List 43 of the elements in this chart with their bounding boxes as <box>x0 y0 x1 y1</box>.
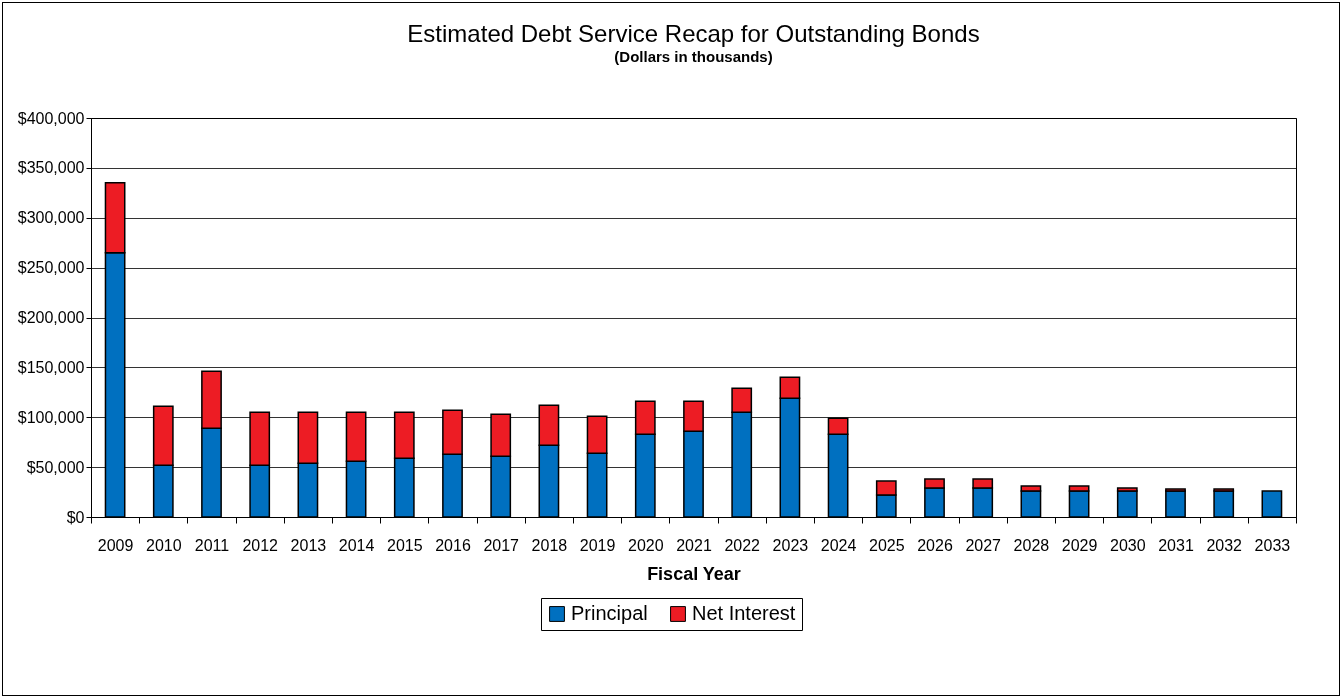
x-tick-label: 2023 <box>772 536 809 554</box>
bar <box>1116 490 1138 518</box>
x-tick-label: 2032 <box>1206 536 1243 554</box>
legend-label: Principal <box>571 602 648 624</box>
x-tick-label: 2028 <box>1013 536 1050 554</box>
x-tick-label: 2030 <box>1110 536 1146 554</box>
x-tick-label: 2018 <box>531 536 568 554</box>
chart-title: Estimated Debt Service Recap for Outstanding Bonds <box>407 20 980 47</box>
x-tick-label: 2014 <box>338 536 375 554</box>
x-tick-label: 2010 <box>146 536 182 554</box>
y-tick-label: $400,000 <box>17 109 85 127</box>
bar <box>1165 490 1186 518</box>
y-tick-label: $300,000 <box>17 209 85 227</box>
x-tick-label: 2012 <box>242 536 279 554</box>
x-tick-label: 2022 <box>724 536 761 554</box>
x-tick-label: 2019 <box>579 536 616 554</box>
x-tick-label: 2011 <box>194 536 230 554</box>
x-tick-label: 2024 <box>820 536 857 554</box>
x-tick-label: 2020 <box>628 536 664 554</box>
x-tick-label: 2013 <box>290 536 327 554</box>
x-tick-label: 2029 <box>1061 536 1098 554</box>
x-tick-label: 2016 <box>435 536 471 554</box>
y-tick-label: $100,000 <box>17 408 85 426</box>
y-tick-label: $50,000 <box>26 458 85 476</box>
x-tick-label: 2027 <box>965 536 1002 554</box>
x-tick-label: 2033 <box>1254 536 1291 554</box>
x-tick-label: 2025 <box>869 536 905 554</box>
x-tick-label: 2009 <box>97 536 134 554</box>
bar <box>1261 490 1283 518</box>
y-tick-label: $350,000 <box>17 159 85 177</box>
x-axis-title: Fiscal Year <box>647 563 741 584</box>
y-tick-label: $0 <box>66 508 85 526</box>
y-tick-label: $150,000 <box>17 358 85 376</box>
chart-subtitle: (Dollars in thousands) <box>614 48 773 65</box>
y-tick-label: $200,000 <box>17 309 85 326</box>
legend-label: Net Interest <box>692 602 796 624</box>
x-tick-label: 2031 <box>1158 536 1194 554</box>
x-tick-label: 2015 <box>387 536 423 554</box>
x-tick-label: 2017 <box>483 536 520 554</box>
y-tick-label: $250,000 <box>17 259 85 277</box>
x-tick-label: 2021 <box>676 536 712 554</box>
x-tick-label: 2026 <box>917 536 953 554</box>
bar <box>1213 490 1235 518</box>
